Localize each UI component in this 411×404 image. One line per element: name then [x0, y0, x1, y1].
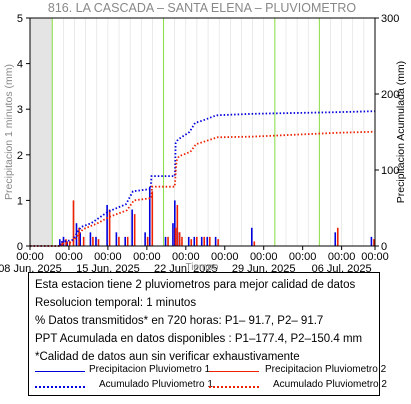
legend-label-cum-p1: Acumulado Pluviometro 1 [99, 379, 213, 390]
chart-title: 816. LA CASCADA – SANTA ELENA – PLUVIOME… [48, 1, 357, 15]
y-left-axis-label: Precipitacion 1 minutos (mm) [3, 64, 15, 200]
x-tick-time-label: 00:00 [211, 251, 239, 263]
x-tick-time-label: 00:00 [289, 251, 317, 263]
y-left-tick-label: 0 [17, 241, 23, 253]
y-right-tick-label: 0 [381, 241, 387, 253]
y-right-tick-label: 300 [381, 13, 399, 25]
x-tick-time-label: 00:00 [16, 251, 44, 263]
no-data-span [30, 18, 53, 246]
x-tick-date-label: 06 Jul, 2025 [312, 263, 372, 272]
info-line-transmitted: % Datos transmitidos* en 720 horas: P1– … [35, 315, 324, 327]
x-tick-time-label: 00:00 [133, 251, 161, 263]
y-left-tick-label: 5 [17, 13, 23, 25]
info-line-accumulated: PPT Acumulada en datos disponibles : P1–… [35, 333, 363, 345]
y-left-tick-label: 3 [17, 104, 23, 116]
x-tick-date-label: 08 Jun, 2025 [0, 263, 62, 272]
legend-swatch-cum-p1 [35, 386, 85, 388]
legend-label-precip-p1: Precipitacion Pluviometro 1 [89, 364, 211, 375]
x-tick-date-label: 15 Jun, 2025 [76, 263, 140, 272]
y-left-tick-label: 2 [17, 150, 23, 162]
cumulative-line-p1 [30, 110, 376, 247]
rainfall-chart: 0 1 2 3 4 5 0 100 200 300 00:00 00:00 00:00 00:00 00:0… [0, 1, 407, 272]
legend-swatch-cum-p2 [209, 386, 259, 388]
legend-label-precip-p2: Precipitacion Pluviometro 2 [265, 364, 387, 375]
legend-label-cum-p2: Acumulado Pluviometro 2 [273, 379, 387, 390]
x-tick-date-label: 22 Jun, 2025 [154, 263, 218, 272]
x-tick-date-label: 29 Jun, 2025 [232, 263, 296, 272]
x-tick-time-label: 00:00 [361, 251, 389, 263]
y-right-tick-label: 200 [381, 89, 399, 101]
legend-swatch-precip-p2 [209, 371, 259, 372]
y-right-tick-label: 100 [381, 165, 399, 177]
y-right-axis-label: Precipitacion Acumulada (mm) [395, 61, 407, 203]
info-line-resolution: Resolucion temporal: 1 minutos [35, 297, 197, 309]
x-tick-time-label: 00:00 [94, 251, 122, 263]
x-tick-time-label: 00:00 [250, 251, 278, 263]
info-line-quality-note: *Calidad de datos aun sin verificar exha… [35, 351, 300, 363]
cumulative-line-p2 [30, 130, 376, 247]
legend-swatch-precip-p1 [35, 371, 85, 372]
y-left-tick-label: 1 [17, 195, 23, 207]
y-left-tick-label: 4 [17, 59, 23, 71]
x-tick-time-label: 00:00 [55, 251, 83, 263]
info-line-stations: Esta estacion tiene 2 pluviometros para … [35, 279, 356, 291]
plot-frame [29, 17, 376, 247]
x-tick-time-label: 00:00 [172, 251, 200, 263]
x-tick-time-label: 00:00 [328, 251, 356, 263]
info-box: Esta estacion tiene 2 pluviometros para … [28, 272, 387, 396]
x-axis-label: Tiempo [186, 262, 219, 272]
